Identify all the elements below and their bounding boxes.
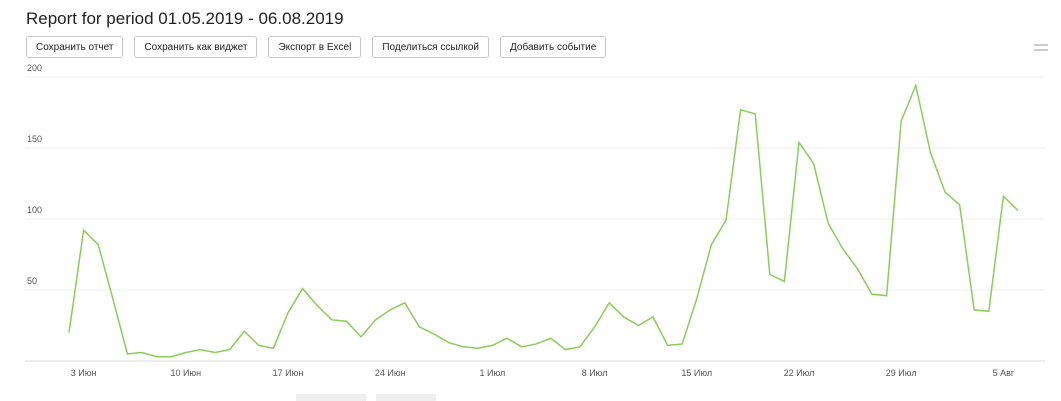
y-tick-label: 50: [27, 276, 37, 286]
settings-icon[interactable]: [1034, 44, 1048, 51]
x-tick-label: 10 Июн: [170, 368, 201, 378]
x-tick-label: 1 Июл: [480, 368, 506, 378]
toolbar-button[interactable]: Сохранить отчет: [26, 36, 124, 58]
x-tick-label: 15 Июл: [681, 368, 712, 378]
x-tick-label: 24 Июн: [375, 368, 406, 378]
x-tick-label: 5 Авг: [993, 368, 1015, 378]
x-tick-label: 8 Июл: [582, 368, 608, 378]
tab[interactable]: [296, 394, 366, 401]
toolbar: Сохранить отчет Сохранить как виджет Экспо…: [26, 36, 607, 58]
tab[interactable]: [376, 394, 436, 401]
x-tick-label: 3 Июн: [71, 368, 97, 378]
x-tick-label: 22 Июл: [784, 368, 815, 378]
x-tick-label: 17 Июн: [273, 368, 304, 378]
y-tick-label: 150: [27, 134, 42, 144]
toolbar-button[interactable]: Сохранить как виджет: [134, 36, 258, 58]
y-tick-label: 200: [27, 63, 42, 73]
toolbar-button[interactable]: Добавить событие: [500, 36, 607, 58]
x-tick-label: 29 Июл: [886, 368, 917, 378]
report-title: Report for period 01.05.2019 - 06.08.201…: [26, 9, 344, 28]
line-series: [68, 83, 1019, 358]
y-tick-label: 100: [27, 205, 42, 215]
toolbar-button[interactable]: Поделиться ссылкой: [372, 36, 489, 58]
toolbar-button[interactable]: Экспорт в Excel: [268, 36, 362, 58]
